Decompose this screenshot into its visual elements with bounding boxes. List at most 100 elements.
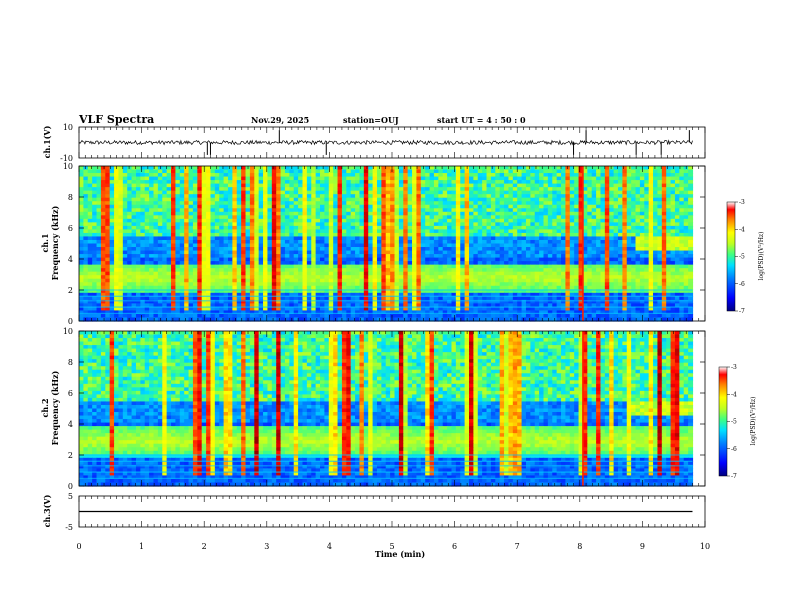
- spectrogram-cell: [539, 268, 545, 273]
- spectrogram-cell: [289, 211, 295, 216]
- spectrogram-cell: [582, 275, 588, 280]
- spectrogram-cell: [429, 222, 435, 227]
- spectrogram-cell: [486, 247, 492, 252]
- spectrogram-cell: [617, 166, 623, 171]
- spectrogram-cell: [149, 282, 155, 287]
- spectrogram-cell: [284, 222, 290, 227]
- spectrogram-cell: [341, 166, 347, 171]
- spectrogram-cell: [201, 254, 207, 259]
- spectrogram-cell: [670, 236, 676, 241]
- spectrogram-cell: [451, 254, 457, 259]
- spectrogram-cell: [315, 236, 321, 241]
- spectrogram-cell: [346, 197, 352, 202]
- spectrogram-cell: [83, 190, 89, 195]
- spectrogram-cell: [451, 236, 457, 241]
- spectrogram-cell: [521, 169, 527, 174]
- spectrogram-cell: [425, 264, 431, 269]
- spectrogram-cell: [184, 239, 190, 245]
- spectrogram-cell: [346, 250, 352, 255]
- spectrogram-cell: [482, 204, 488, 209]
- spectrogram-cell: [105, 204, 111, 209]
- spectrogram-cell: [420, 180, 426, 185]
- spectrogram-cell: [688, 278, 694, 283]
- spectrogram-cell: [284, 187, 290, 192]
- spectrogram-cell: [398, 254, 404, 259]
- spectrogram-cell: [210, 215, 216, 220]
- spectrogram-cell: [333, 229, 339, 234]
- spectrogram-cell: [263, 282, 269, 287]
- spectrogram-cell: [688, 187, 694, 192]
- spectrogram-cell: [394, 285, 400, 290]
- spectrogram-cell: [653, 229, 659, 234]
- spectrogram-cell: [609, 264, 615, 269]
- spectrogram-cell: [600, 239, 606, 245]
- spectrogram-cell: [631, 176, 637, 181]
- spectrogram-cell: [679, 229, 685, 234]
- spectrogram-cell: [127, 229, 133, 234]
- spectrogram-cell: [688, 180, 694, 185]
- spectrogram-cell: [306, 173, 312, 178]
- spectrogram-cell: [433, 247, 439, 252]
- spectrogram-cell: [499, 247, 505, 252]
- spectrogram-cell: [521, 232, 527, 238]
- spectrogram-cell: [394, 166, 400, 171]
- spectrogram-cell: [644, 218, 650, 223]
- spectrogram-cell: [197, 197, 203, 202]
- spectrogram-cell: [149, 239, 155, 245]
- spectrogram-cell: [561, 225, 566, 231]
- spectrogram-cell: [508, 197, 514, 202]
- spectrogram-cell: [149, 268, 155, 273]
- spectrogram-cell: [350, 173, 356, 178]
- spectrogram-cell: [460, 239, 466, 245]
- spectrogram-cell: [306, 264, 312, 269]
- spectrogram-cell: [381, 257, 387, 262]
- spectrogram-cell: [105, 285, 111, 290]
- spectrogram-cell: [289, 215, 295, 220]
- spectrogram-cell: [92, 247, 98, 252]
- spectrogram-cell: [495, 225, 501, 231]
- spectrogram-cell: [683, 261, 689, 266]
- spectrogram-cell: [561, 239, 566, 245]
- spectrogram-cell: [517, 169, 523, 174]
- spectrogram-cell: [267, 271, 273, 276]
- spectrogram-cell: [302, 176, 308, 181]
- spectrogram-cell: [92, 204, 98, 209]
- spectrogram-cell: [596, 282, 602, 287]
- spectrogram-cell: [653, 268, 659, 273]
- spectrogram-cell: [556, 257, 562, 262]
- spectrogram-cell: [227, 257, 233, 262]
- spectrogram-cell: [96, 201, 102, 206]
- spectrogram-cell: [337, 215, 343, 220]
- spectrogram-cell: [188, 247, 194, 252]
- spectrogram-cell: [276, 236, 282, 241]
- spectrogram-cell: [135, 285, 141, 290]
- spectrogram-cell: [530, 176, 536, 181]
- spectrogram-cell: [372, 166, 378, 171]
- spectrogram-cell: [653, 194, 659, 199]
- spectrogram-cell: [508, 278, 514, 283]
- spectrogram-cell: [561, 247, 566, 252]
- spectrogram-cell: [83, 215, 89, 220]
- spectrogram-cell: [328, 183, 334, 188]
- spectrogram-cell: [372, 250, 378, 255]
- spectrogram-cell: [105, 261, 111, 266]
- spectrogram-cell: [350, 201, 356, 206]
- spectrogram-cell: [376, 169, 382, 174]
- spectrogram-cell: [596, 197, 602, 202]
- spectrogram-cell: [631, 254, 637, 259]
- spectrogram-cell: [617, 282, 623, 287]
- spectrogram-cell: [644, 236, 650, 241]
- spectrogram-cell: [350, 247, 356, 252]
- spectrogram-cell: [674, 247, 680, 252]
- spectrogram-cell: [390, 218, 396, 223]
- spectrogram-cell: [425, 222, 431, 227]
- spectrogram-cell: [477, 176, 483, 181]
- spectrogram-cell: [482, 229, 488, 234]
- spectrogram-cell: [679, 261, 685, 266]
- spectrogram-cell: [661, 194, 667, 199]
- spectrogram-cell: [153, 197, 159, 202]
- spectrogram-cell: [398, 176, 404, 181]
- spectrogram-cell: [131, 215, 137, 220]
- spectrogram-cell: [223, 289, 229, 294]
- spectrogram-cell: [604, 201, 610, 206]
